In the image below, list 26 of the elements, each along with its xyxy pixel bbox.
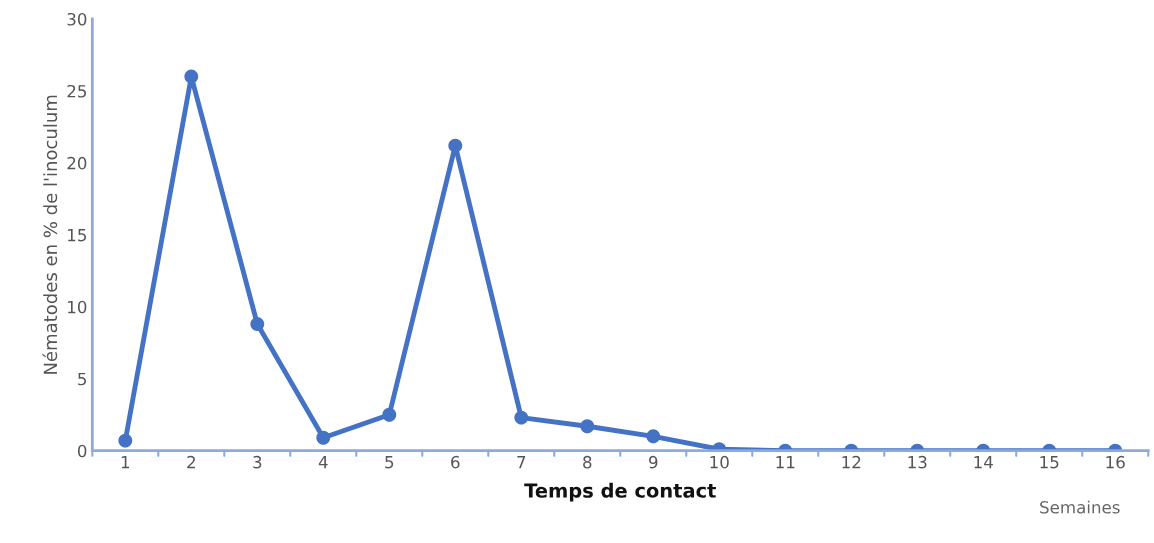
x-tick-label: 10 xyxy=(710,455,729,469)
x-tick-label: 2 xyxy=(187,455,195,469)
x-tick-label: 16 xyxy=(1106,455,1125,469)
y-tick-label: 30 xyxy=(67,12,87,26)
y-tick-label: 15 xyxy=(68,229,86,242)
x-tick-label: 7 xyxy=(517,456,526,469)
x-tick-label: 6 xyxy=(451,455,460,469)
x-tick-label: 8 xyxy=(583,455,592,469)
y-axis-title: Nématodes en % de l'inoculum xyxy=(42,95,58,374)
y-tick-label: 25 xyxy=(67,84,86,98)
x-tick-label: 1 xyxy=(121,456,130,469)
y-tick-label: 10 xyxy=(68,300,87,314)
x-tick-label: 4 xyxy=(318,456,328,469)
text: Semaines xyxy=(1040,500,1120,514)
x-tick-label: 9 xyxy=(649,455,658,469)
y-tick-label: 5 xyxy=(78,372,86,386)
y-tick-label: 0 xyxy=(77,444,87,458)
x-tick-label: 11 xyxy=(776,456,795,469)
x-tick-label: 3 xyxy=(253,455,262,469)
x-tick-label: 12 xyxy=(842,455,861,469)
x-axis-title: Temps de contact xyxy=(524,482,716,502)
x-tick-label: 13 xyxy=(908,455,927,469)
x-tick-label: 15 xyxy=(1040,456,1059,469)
x-tick-label: 5 xyxy=(385,456,394,469)
y-tick-label: 20 xyxy=(67,156,87,170)
x-tick-label: 14 xyxy=(974,456,993,469)
